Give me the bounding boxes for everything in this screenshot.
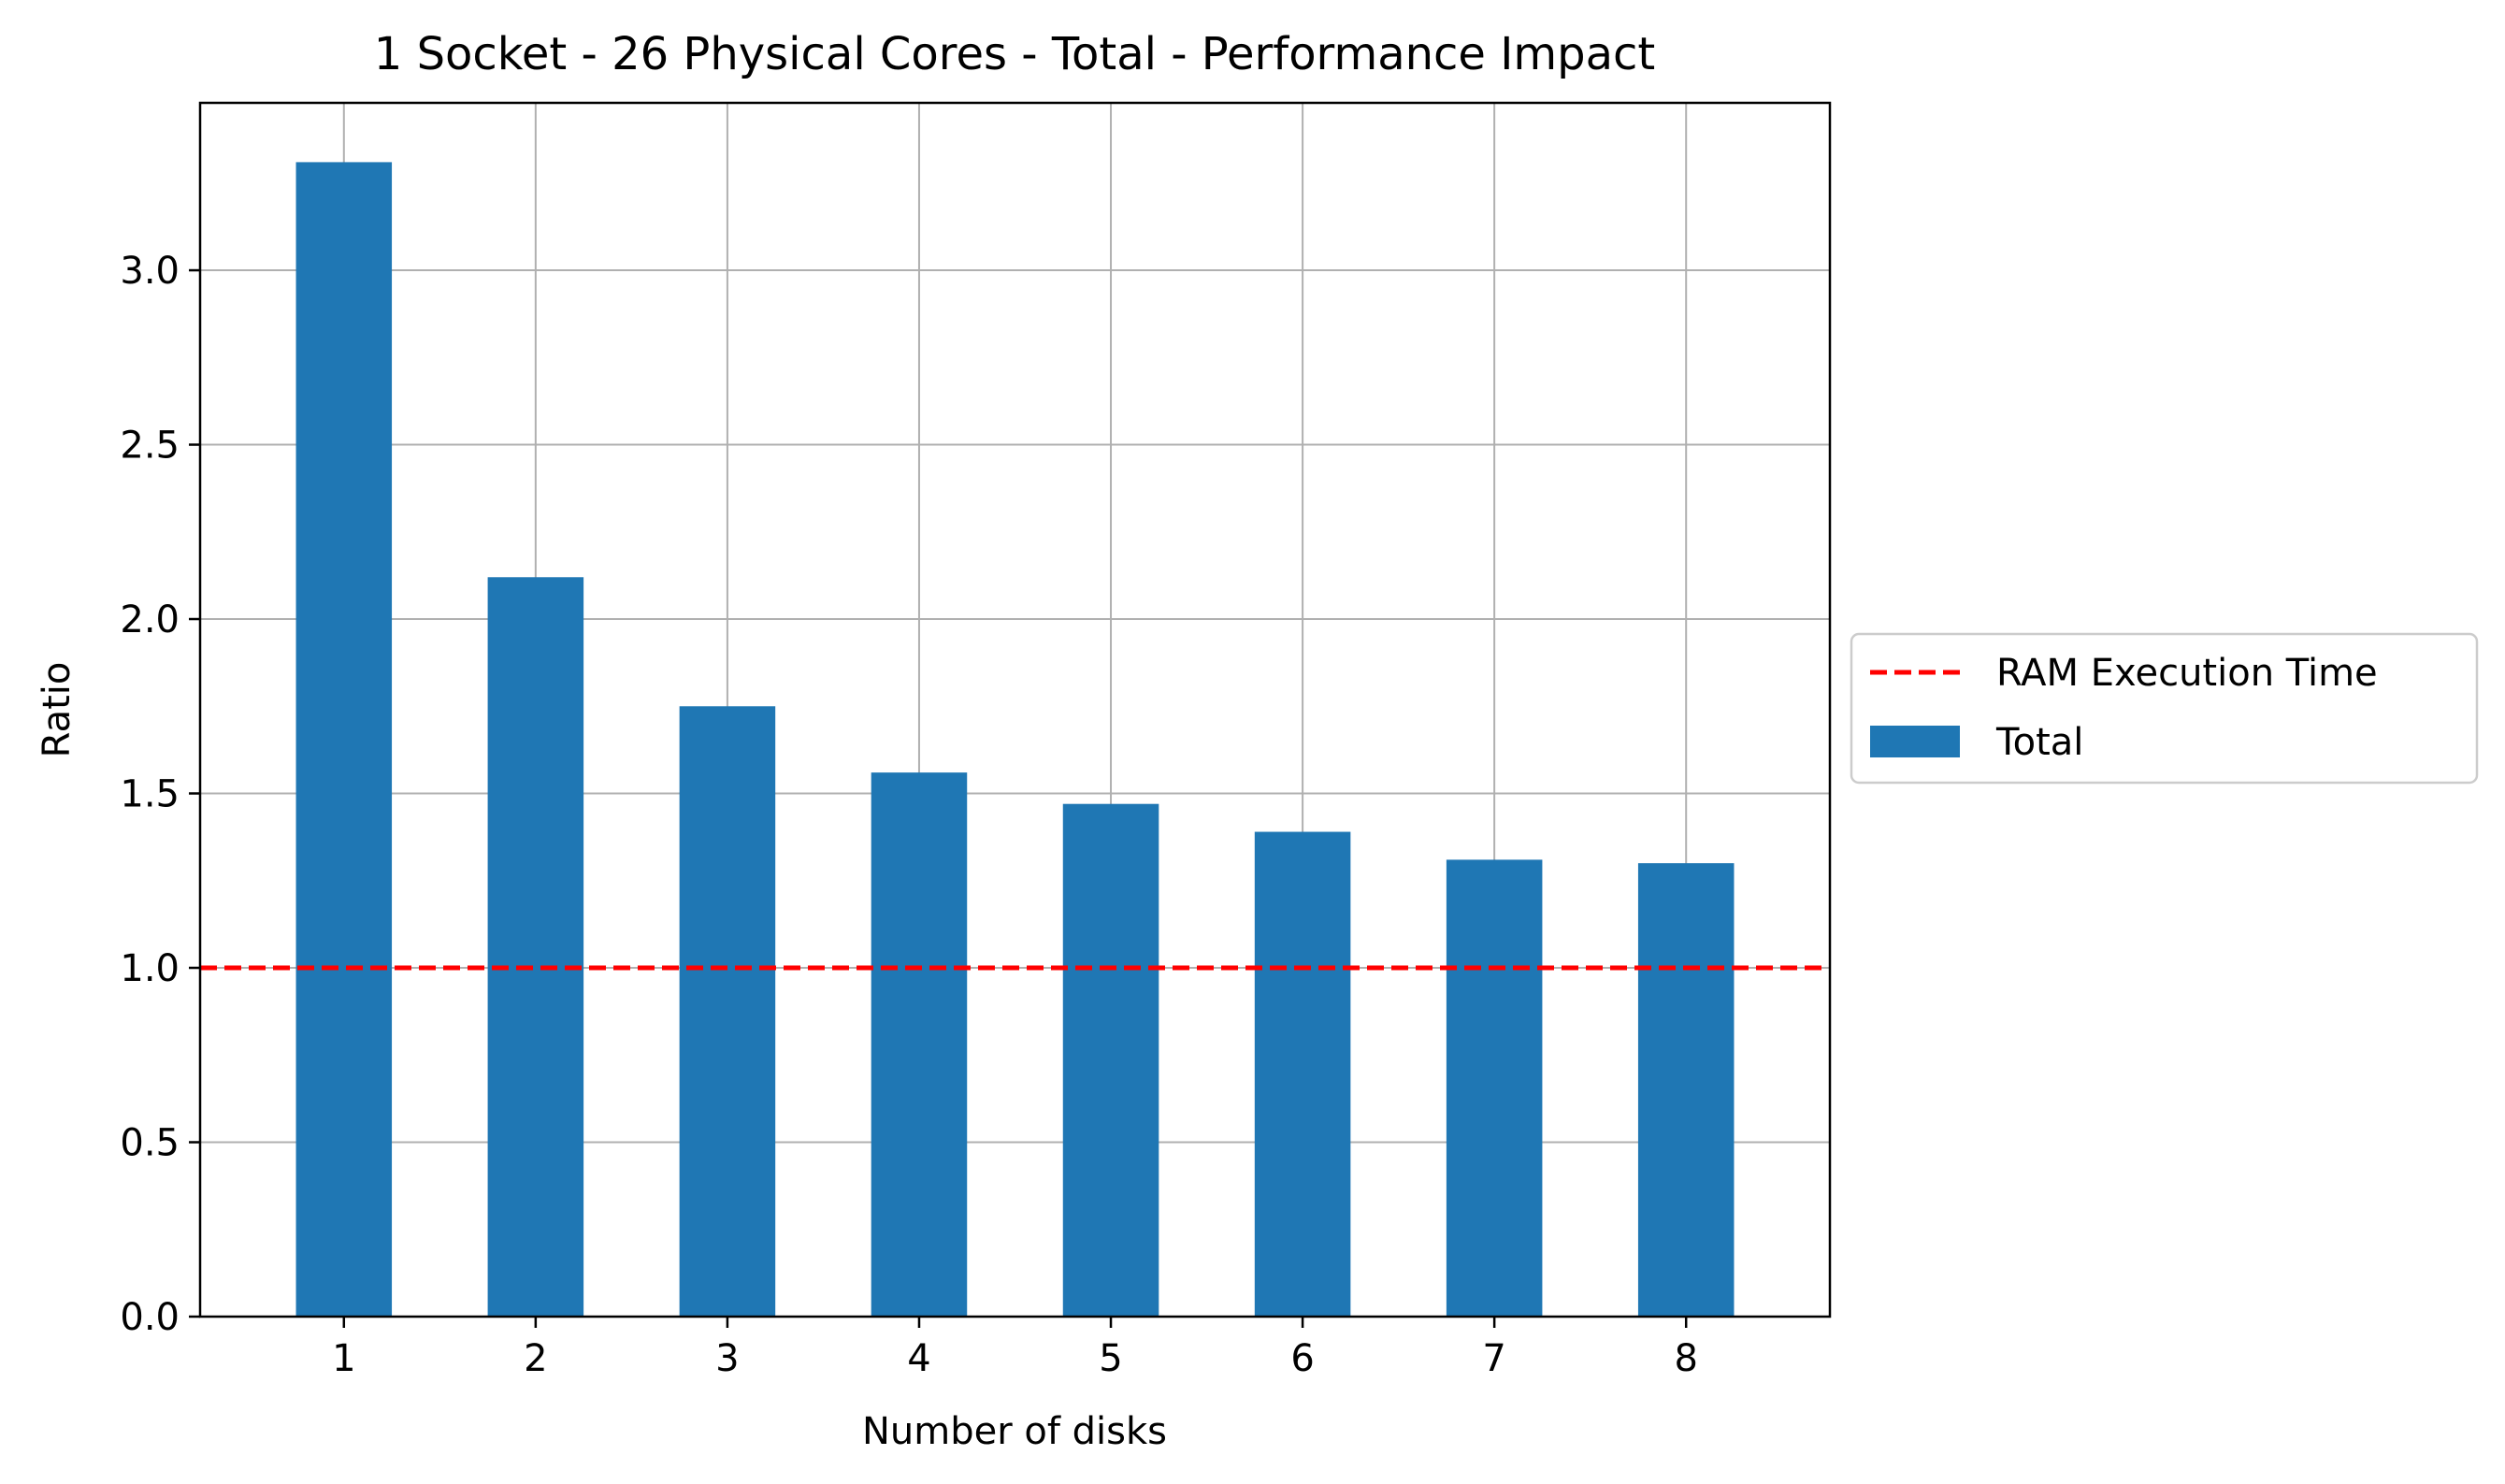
legend: RAM Execution Time Total <box>1850 632 2479 785</box>
chart-title: 1 Socket - 26 Physical Cores - Total - P… <box>374 28 1655 80</box>
x-tick-label: 2 <box>524 1337 547 1380</box>
legend-ref-label: RAM Execution Time <box>1996 652 2378 695</box>
x-tick-label: 5 <box>1099 1337 1122 1380</box>
x-tick-label: 1 <box>332 1337 355 1380</box>
legend-box <box>1850 632 2479 785</box>
x-tick-label: 7 <box>1482 1337 1505 1380</box>
legend-bar-swatch <box>1870 726 1960 757</box>
bar-4 <box>871 772 968 1317</box>
y-tick-label: 2.0 <box>120 598 180 641</box>
x-tick-label: 6 <box>1290 1337 1314 1380</box>
bar-5 <box>1062 803 1159 1317</box>
plot-frame <box>198 101 1832 1318</box>
bar-8 <box>1637 863 1735 1317</box>
y-tick-label: 3.0 <box>120 250 180 293</box>
y-axis-label: Ratio <box>36 662 79 758</box>
legend-series-label: Total <box>1995 721 2083 764</box>
y-tick-label: 0.5 <box>120 1122 180 1165</box>
y-tick-label: 1.5 <box>120 773 180 816</box>
y-tick-label: 0.0 <box>120 1296 180 1339</box>
bar-3 <box>679 706 776 1317</box>
y-tick-label: 2.5 <box>120 425 180 468</box>
axis-ticks: 0.0 0.5 1.0 1.5 2.0 2.5 3.0 1 2 3 4 5 6 7 8 <box>120 250 1698 1380</box>
x-tick-label: 4 <box>907 1337 930 1380</box>
bar-1 <box>295 162 393 1317</box>
bars <box>295 162 1735 1317</box>
bar-7 <box>1446 859 1543 1317</box>
y-tick-label: 1.0 <box>120 947 180 990</box>
x-tick-label: 3 <box>715 1337 739 1380</box>
bar-2 <box>487 577 584 1317</box>
x-axis-label: Number of disks <box>862 1410 1167 1453</box>
x-tick-label: 8 <box>1674 1337 1697 1380</box>
bar-6 <box>1254 831 1351 1317</box>
